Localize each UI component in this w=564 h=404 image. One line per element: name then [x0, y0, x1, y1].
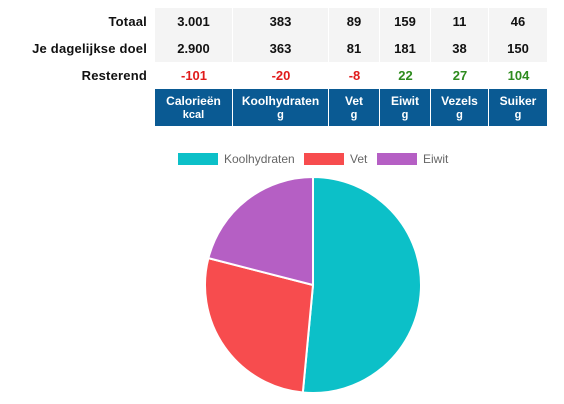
pie-slice-carbs[interactable] — [301, 175, 422, 394]
legend-label-fat: Vet — [350, 152, 368, 166]
column-unit: g — [277, 108, 284, 121]
nutrition-summary-table: Totaal 3.001 383 89 159 11 46 Je dagelij… — [12, 8, 548, 126]
column-header-fiber: Vezels g — [431, 89, 489, 126]
table-header-row: Calorieën kcal Koolhydraten g Vet g Eiwit g … — [12, 89, 548, 126]
legend-label-protein: Eiwit — [423, 152, 449, 166]
remaining-fiber: 27 — [431, 62, 489, 89]
row-label-remaining: Resterend — [12, 62, 155, 89]
total-carbs: 383 — [233, 8, 329, 35]
pie-slice-fat[interactable] — [204, 256, 315, 394]
goal-fat: 81 — [329, 35, 380, 62]
column-unit: kcal — [182, 108, 205, 121]
table-row-goal: Je dagelijkse doel 2.900 363 81 181 38 1… — [12, 35, 548, 62]
remaining-protein: 22 — [380, 62, 431, 89]
column-header-carbs: Koolhydraten g — [233, 89, 329, 126]
column-header-protein: Eiwit g — [380, 89, 431, 126]
column-unit: g — [401, 108, 409, 121]
column-name: Vet — [344, 93, 363, 108]
table-row-remaining: Resterend -101 -20 -8 22 27 104 — [12, 62, 548, 89]
total-fiber: 11 — [431, 8, 489, 35]
total-sugar: 46 — [489, 8, 548, 35]
column-unit: g — [514, 108, 522, 121]
total-calories: 3.001 — [155, 8, 233, 35]
goal-fiber: 38 — [431, 35, 489, 62]
goal-calories: 2.900 — [155, 35, 233, 62]
legend-swatch-carbs — [178, 153, 218, 165]
total-fat: 89 — [329, 8, 380, 35]
table-row-total: Totaal 3.001 383 89 159 11 46 — [12, 8, 548, 35]
legend-swatch-fat — [304, 153, 344, 165]
column-name: Koolhydraten — [241, 93, 320, 108]
header-spacer — [12, 89, 155, 126]
goal-protein: 181 — [380, 35, 431, 62]
legend-label-carbs: Koolhydraten — [224, 152, 295, 166]
remaining-carbs: -20 — [233, 62, 329, 89]
row-label-goal: Je dagelijkse doel — [12, 35, 155, 62]
goal-sugar: 150 — [489, 35, 548, 62]
column-name: Vezels — [441, 93, 478, 108]
remaining-fat: -8 — [329, 62, 380, 89]
column-name: Calorieën — [166, 93, 221, 108]
column-unit: g — [350, 108, 358, 121]
legend-swatch-protein — [377, 153, 417, 165]
remaining-calories: -101 — [155, 62, 233, 89]
column-name: Eiwit — [390, 93, 419, 108]
column-header-sugar: Suiker g — [489, 89, 548, 126]
remaining-sugar: 104 — [489, 62, 548, 89]
column-unit: g — [456, 108, 463, 121]
column-header-calories: Calorieën kcal — [155, 89, 233, 126]
pie-slice-protein[interactable] — [207, 175, 314, 287]
goal-carbs: 363 — [233, 35, 329, 62]
row-label-total: Totaal — [12, 8, 155, 35]
column-header-fat: Vet g — [329, 89, 380, 126]
total-protein: 159 — [380, 8, 431, 35]
column-name: Suiker — [499, 93, 537, 108]
